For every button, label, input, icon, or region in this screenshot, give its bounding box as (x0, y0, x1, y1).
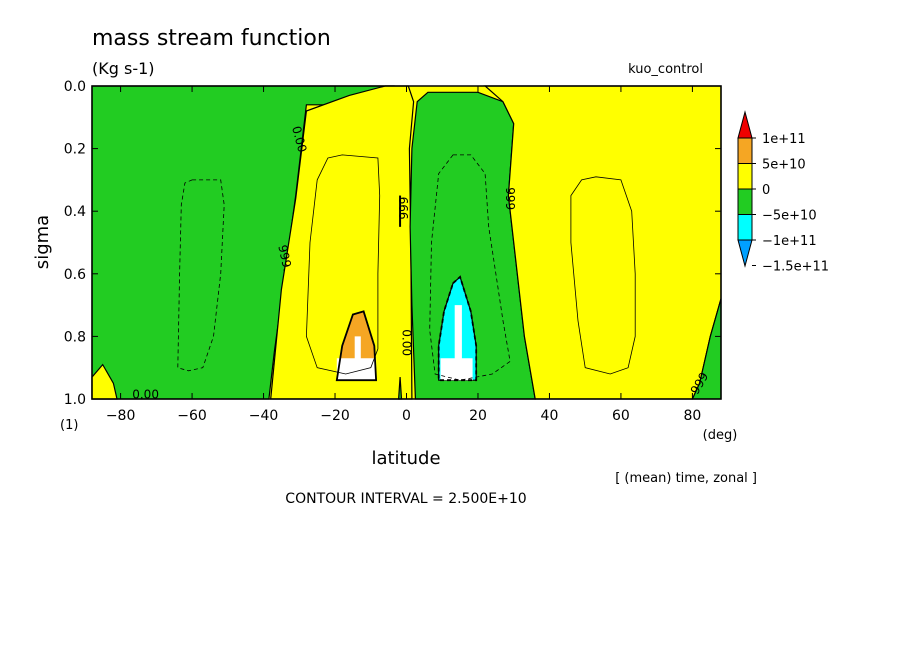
region-white-8 (336, 336, 377, 381)
contour-label: 999. (275, 244, 294, 273)
chart-units: (Kg s-1) (92, 59, 155, 78)
y-axis-unit: (1) (60, 418, 78, 433)
colorbar: 1e+11 5e+10 0 −5e+10 −1e+11 −1.5e+11 (737, 110, 829, 275)
chart-title: mass stream function (92, 26, 331, 51)
contour-line-1 (305, 154, 381, 375)
colorbar-label: −1.5e+11 (762, 260, 829, 275)
y-tick-label: 0.4 (64, 204, 86, 220)
x-tick-label: 40 (541, 408, 559, 424)
colorbar-label: 5e+10 (762, 158, 806, 173)
x-tick-label: 20 (469, 408, 487, 424)
colorbar-top-arrow (737, 110, 753, 139)
x-tick-label: 80 (683, 408, 701, 424)
x-tick-label: −80 (106, 408, 136, 424)
contour-interval: CONTOUR INTERVAL = 2.500E+10 (285, 491, 526, 507)
y-tick-label: 0.0 (64, 79, 86, 95)
x-tick-label: −60 (177, 408, 207, 424)
y-tick-label: 0.6 (64, 267, 86, 283)
plot-area (91, 85, 722, 400)
y-tick-label: 1.0 (64, 392, 86, 408)
contour-line-2 (429, 154, 511, 381)
contour-label: 999 (503, 187, 517, 210)
colorbar-bottom-arrow (737, 239, 753, 268)
y-tick-label: 0.8 (64, 329, 86, 345)
contour-line-0 (177, 179, 225, 372)
colorbar-segment (737, 188, 753, 215)
colorbar-label: −5e+10 (762, 209, 817, 224)
contour-line-5 (437, 275, 478, 382)
x-axis-unit: (deg) (703, 428, 738, 443)
averaging-note: [ (mean) time, zonal ] (615, 471, 757, 486)
contour-label: 0.00 (289, 124, 309, 153)
contour-label: 666 (396, 197, 410, 220)
x-tick-label: 60 (612, 408, 630, 424)
axes: −80 −60 −40 −20 0 20 40 60 80 0.0 0.2 0.4 0.6 0.8 1.0 (64, 79, 721, 424)
x-tick-label: −20 (320, 408, 350, 424)
run-label: kuo_control (628, 62, 703, 77)
y-tick-label: 0.2 (64, 142, 86, 158)
x-tick-label: −40 (249, 408, 279, 424)
x-axis-label: latitude (371, 448, 440, 469)
region-white-9 (440, 305, 473, 381)
x-tick-label: 0 (402, 408, 411, 424)
colorbar-label: 0 (762, 183, 770, 198)
colorbar-segment (737, 137, 753, 164)
y-axis-label: sigma (32, 215, 53, 269)
colorbar-segment (737, 214, 753, 241)
contour-line-3 (570, 176, 636, 375)
contour-line-4 (335, 310, 378, 382)
contour-label: 0.00 (132, 387, 159, 401)
contour-label: 0.00 (400, 329, 414, 356)
colorbar-label: 1e+11 (762, 132, 806, 147)
colorbar-segment (737, 163, 753, 190)
colorbar-label: −1e+11 (762, 234, 817, 249)
